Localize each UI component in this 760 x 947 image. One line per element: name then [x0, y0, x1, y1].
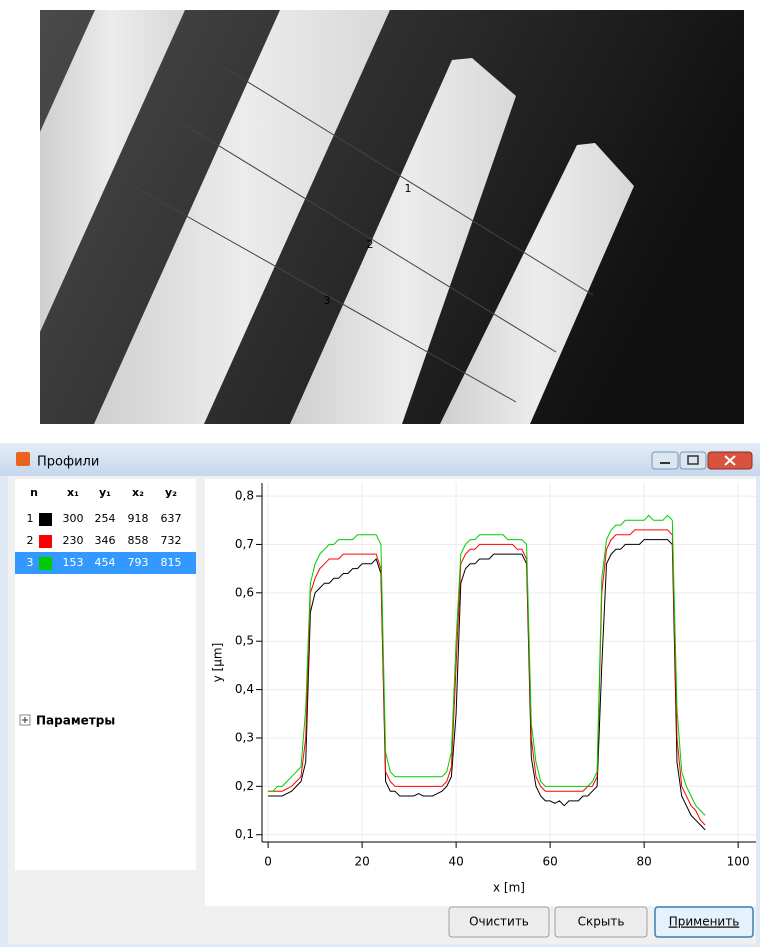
profile-label: 2 — [367, 238, 374, 251]
app-icon — [16, 452, 30, 466]
y-tick-label: 0,6 — [235, 585, 254, 599]
hide-button[interactable] — [554, 906, 648, 938]
y-tick-label: 0,5 — [235, 634, 254, 648]
y-tick-label: 0,8 — [235, 489, 254, 503]
x-tick-label: 0 — [264, 855, 272, 869]
y-tick-label: 0,3 — [235, 730, 254, 744]
button-label[interactable]: Применить — [669, 915, 740, 929]
y-axis-label: y [µm] — [211, 643, 225, 683]
table-cell: 858 — [128, 534, 149, 547]
table-cell: 637 — [161, 512, 182, 525]
button-label[interactable]: Очистить — [469, 915, 529, 929]
title-bar — [0, 443, 760, 476]
row-number: 2 — [27, 534, 34, 547]
table-cell: 732 — [161, 534, 182, 547]
table-content: n x₁ y₁ x₂ y₂ 1 300 254 918 637 2 230 346 858 732 3 153 4… — [15, 486, 196, 574]
profile-label: 3 — [324, 294, 331, 307]
profile-curve — [268, 514, 706, 816]
profile-line — [221, 65, 594, 296]
profile-curve — [268, 539, 706, 831]
selected-row — [15, 552, 196, 574]
stripe — [94, 10, 390, 424]
profile-curve — [268, 529, 706, 826]
y-tick-label: 0,4 — [235, 682, 254, 696]
section-label[interactable]: Параметры — [36, 714, 115, 728]
table-cell: 300 — [63, 512, 84, 525]
stripe — [440, 143, 634, 424]
table-cell: 254 — [95, 512, 116, 525]
profile-line — [179, 121, 557, 353]
column-header: x₁ — [67, 486, 79, 499]
y-tick-label: 0,2 — [235, 779, 254, 793]
y-tick-label: 0,7 — [235, 537, 254, 551]
table-cell: 918 — [128, 512, 149, 525]
clear-button[interactable] — [448, 906, 550, 938]
table-cell: 346 — [95, 534, 116, 547]
table-cell: 454 — [95, 556, 116, 569]
color-swatch — [39, 535, 52, 548]
x-tick-label: 60 — [542, 855, 557, 869]
stripe — [290, 58, 516, 424]
expand-icon — [22, 717, 28, 723]
profile-label: 1 — [405, 182, 412, 195]
table-cell: 153 — [63, 556, 84, 569]
column-header: y₁ — [99, 486, 111, 499]
chart: 0,1 0,2 0,3 0,4 0,5 0,6 0,7 0,8 0 20 40 60 80 100 x [m… — [211, 483, 756, 895]
table-cell: 815 — [161, 556, 182, 569]
profile-line — [134, 186, 517, 403]
color-swatch — [39, 557, 52, 570]
column-header: y₂ — [165, 486, 177, 499]
row-number: 1 — [27, 512, 34, 525]
stripe — [40, 10, 185, 332]
table-cell: 230 — [63, 534, 84, 547]
y-tick-label: 0,1 — [235, 827, 254, 841]
color-swatch — [39, 513, 52, 526]
maximize-icon — [687, 455, 699, 465]
window-title: Профили — [37, 455, 99, 470]
maximize-button[interactable] — [679, 451, 707, 470]
microscope-image: 1 2 3 — [40, 10, 744, 424]
x-axis-label: x [m] — [493, 881, 525, 895]
column-header: n — [30, 486, 38, 499]
close-icon — [724, 455, 736, 466]
minimize-button[interactable] — [651, 451, 679, 470]
table-cell: 793 — [128, 556, 149, 569]
column-header: x₂ — [132, 486, 144, 499]
x-tick-label: 80 — [636, 855, 651, 869]
row-number: 3 — [27, 556, 34, 569]
apply-button[interactable] — [654, 906, 754, 938]
x-tick-label: 40 — [448, 855, 463, 869]
x-tick-label: 20 — [354, 855, 369, 869]
button-label[interactable]: Скрыть — [578, 915, 625, 929]
x-tick-label: 100 — [727, 855, 750, 869]
